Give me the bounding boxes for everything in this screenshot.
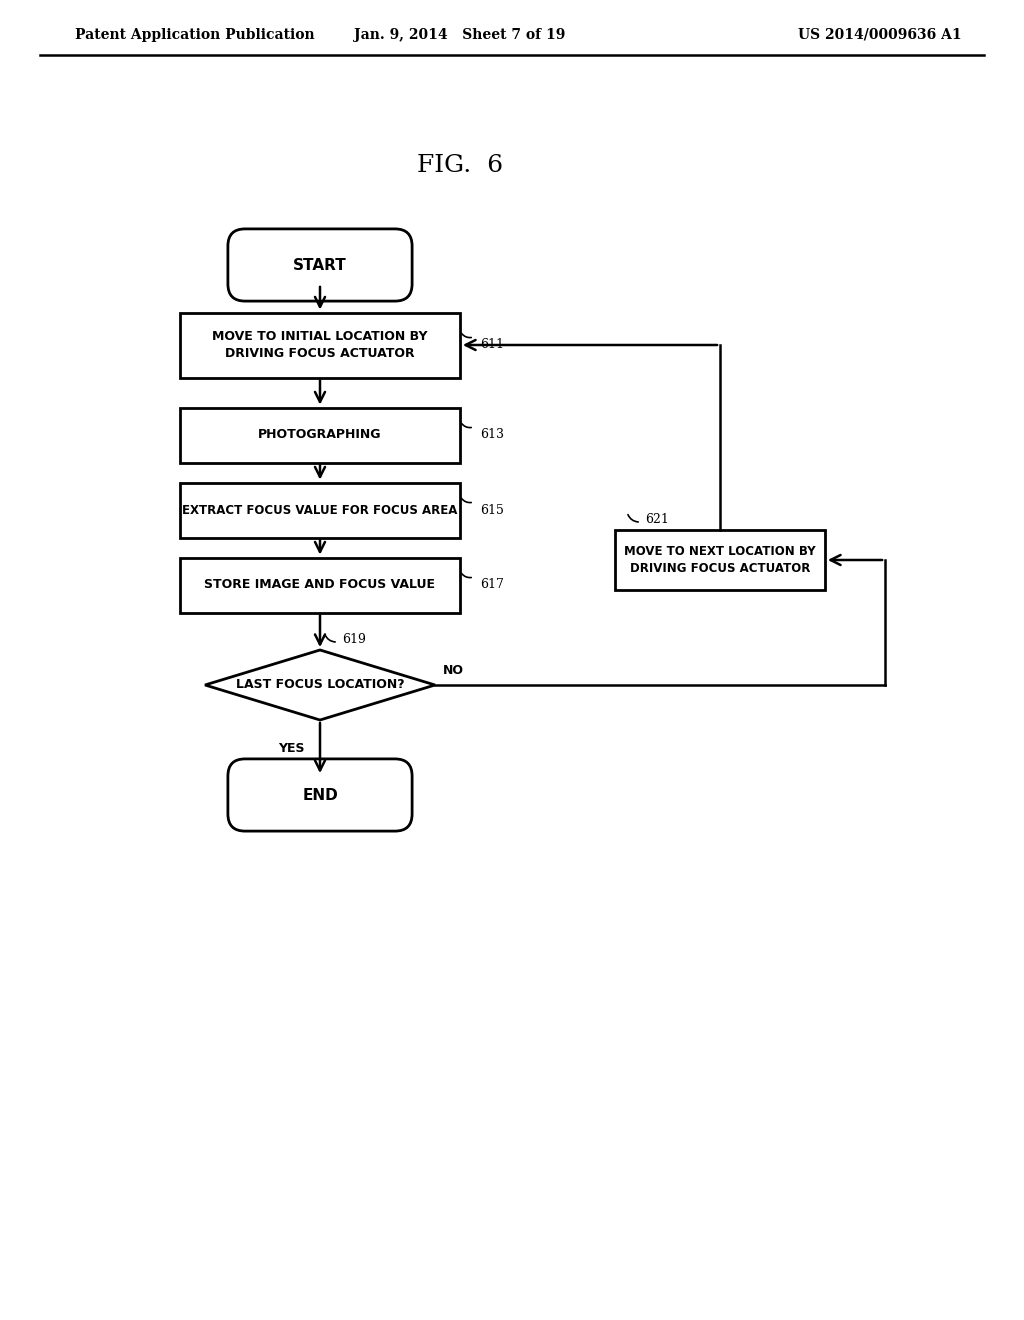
Bar [180,313,460,378]
Text: US 2014/0009636 A1: US 2014/0009636 A1 [798,28,962,42]
Bar [180,483,460,537]
Text: MOVE TO INITIAL LOCATION BY
DRIVING FOCUS ACTUATOR: MOVE TO INITIAL LOCATION BY DRIVING FOCU… [212,330,428,360]
Bar [615,531,825,590]
Text: Jan. 9, 2014   Sheet 7 of 19: Jan. 9, 2014 Sheet 7 of 19 [354,28,565,42]
Text: MOVE TO NEXT LOCATION BY
DRIVING FOCUS ACTUATOR: MOVE TO NEXT LOCATION BY DRIVING FOCUS A… [625,545,816,576]
Bar [180,408,460,462]
Bar [180,557,460,612]
Text: LAST FOCUS LOCATION?: LAST FOCUS LOCATION? [236,678,404,692]
Text: FIG.  6: FIG. 6 [417,153,503,177]
Text: 615: 615 [480,503,504,516]
Text: 611: 611 [480,338,504,351]
Text: PHOTOGRAPHING: PHOTOGRAPHING [258,429,382,441]
Text: NO: NO [443,664,464,677]
Text: STORE IMAGE AND FOCUS VALUE: STORE IMAGE AND FOCUS VALUE [205,578,435,591]
Text: 621: 621 [645,513,669,525]
Text: Patent Application Publication: Patent Application Publication [75,28,314,42]
Text: EXTRACT FOCUS VALUE FOR FOCUS AREA: EXTRACT FOCUS VALUE FOR FOCUS AREA [182,503,458,516]
Text: 619: 619 [342,634,366,645]
Text: YES: YES [279,742,305,755]
Text: START: START [293,257,347,272]
Polygon shape [205,649,435,719]
FancyBboxPatch shape [228,759,412,832]
FancyBboxPatch shape [228,228,412,301]
Text: END: END [302,788,338,803]
Text: 613: 613 [480,429,504,441]
Text: 617: 617 [480,578,504,591]
